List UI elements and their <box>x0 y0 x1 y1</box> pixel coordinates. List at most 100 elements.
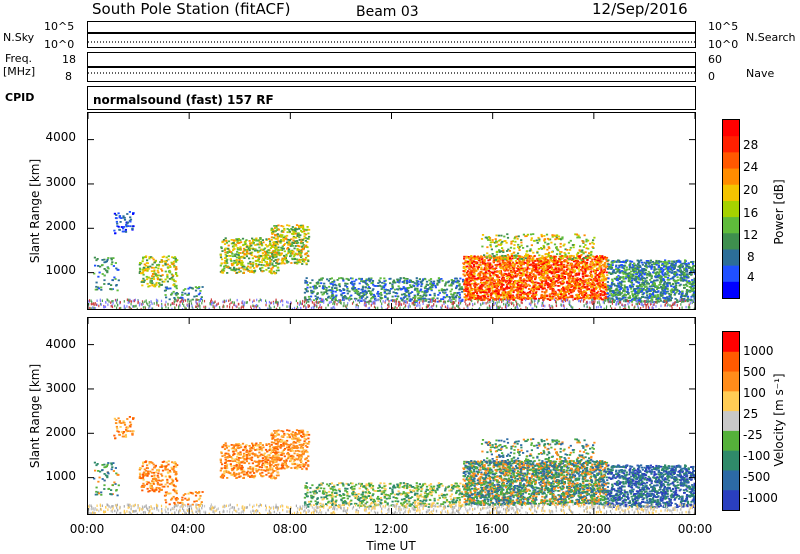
power-cell <box>156 264 159 266</box>
power-cell <box>518 287 521 290</box>
power-cell <box>549 293 552 296</box>
power-cell <box>377 285 380 287</box>
power-cell <box>494 270 497 273</box>
power-cell <box>536 259 540 262</box>
power-cell <box>482 274 485 277</box>
power-cell <box>546 248 549 251</box>
power-cell <box>240 241 243 244</box>
power-cell <box>523 270 526 273</box>
power-cell <box>491 265 494 268</box>
power-cell <box>551 234 554 236</box>
power-cell <box>548 276 551 279</box>
power-cell <box>470 294 473 297</box>
power-cell <box>484 291 487 294</box>
power-cell <box>563 278 566 281</box>
nsearch-tick-bottom: 10^0 <box>708 38 739 51</box>
power-cell <box>485 291 488 294</box>
power-cell <box>506 263 509 266</box>
power-cell <box>338 299 341 302</box>
power-cell <box>515 262 518 264</box>
power-cell <box>428 279 431 282</box>
power-cell <box>489 281 492 284</box>
power-cell <box>508 256 511 258</box>
power-cell <box>584 266 587 268</box>
power-cell <box>307 232 310 235</box>
power-cell <box>496 293 499 295</box>
power-cell <box>567 274 570 277</box>
power-cell <box>406 298 409 301</box>
power-cell <box>642 287 645 290</box>
power-cell <box>575 285 578 288</box>
power-cell <box>462 280 465 283</box>
power-cell <box>518 298 521 301</box>
power-cell <box>145 275 148 278</box>
power-cell <box>517 265 520 267</box>
power-cell <box>531 264 534 267</box>
power-cell <box>544 295 547 298</box>
power-cell <box>587 247 590 250</box>
power-cell <box>475 294 478 297</box>
power-cell <box>562 263 566 266</box>
power-cell <box>497 234 500 237</box>
power-cell <box>490 285 493 288</box>
power-cell <box>537 273 540 276</box>
power-cell <box>268 262 271 265</box>
power-cell <box>507 258 510 261</box>
power-cell <box>539 260 542 262</box>
power-cell <box>165 296 168 299</box>
power-cell <box>391 285 394 287</box>
power-cell <box>428 293 431 296</box>
power-cell <box>537 288 541 291</box>
power-cell <box>495 288 498 291</box>
power-cell <box>509 257 512 260</box>
power-cell <box>101 259 104 261</box>
power-cell <box>276 258 280 261</box>
power-cell <box>532 287 536 290</box>
power-cell <box>142 256 145 259</box>
power-cell <box>278 254 281 257</box>
power-cell <box>398 278 401 281</box>
power-cell <box>558 255 561 258</box>
power-cell <box>498 272 501 275</box>
power-cell <box>501 297 504 300</box>
power-cell <box>389 282 392 285</box>
power-cell <box>547 262 551 265</box>
power-cell <box>530 287 533 290</box>
power-cell <box>630 287 633 290</box>
power-cell <box>95 285 98 288</box>
power-cell <box>499 265 502 267</box>
power-cell <box>533 295 537 298</box>
power-cell <box>554 280 557 283</box>
power-cell <box>550 277 553 279</box>
power-cell <box>298 252 301 255</box>
power-cell <box>406 282 409 285</box>
power-cell <box>484 272 487 274</box>
power-cell <box>595 261 598 264</box>
power-cell <box>691 268 694 270</box>
power-cell <box>261 252 264 254</box>
power-cell <box>619 285 622 288</box>
power-cell <box>462 273 465 276</box>
power-cell <box>424 285 427 288</box>
power-cell <box>575 233 578 236</box>
power-cell <box>160 275 163 277</box>
power-cell <box>582 241 585 244</box>
power-cell <box>170 261 173 264</box>
power-cell <box>578 272 581 275</box>
power-cell <box>472 291 475 294</box>
power-cell <box>508 264 512 267</box>
power-cell <box>582 246 585 248</box>
power-cell <box>590 291 593 294</box>
power-cell <box>431 299 434 301</box>
power-cell <box>596 297 599 300</box>
power-cell <box>522 279 526 282</box>
power-cell <box>166 275 169 278</box>
power-cell <box>586 256 589 259</box>
power-cell <box>277 246 280 249</box>
power-cell <box>582 295 585 297</box>
power-cell <box>115 220 118 223</box>
power-cell <box>341 277 344 280</box>
power-cell <box>584 257 588 260</box>
power-cell <box>158 283 161 286</box>
power-cell <box>657 273 660 276</box>
